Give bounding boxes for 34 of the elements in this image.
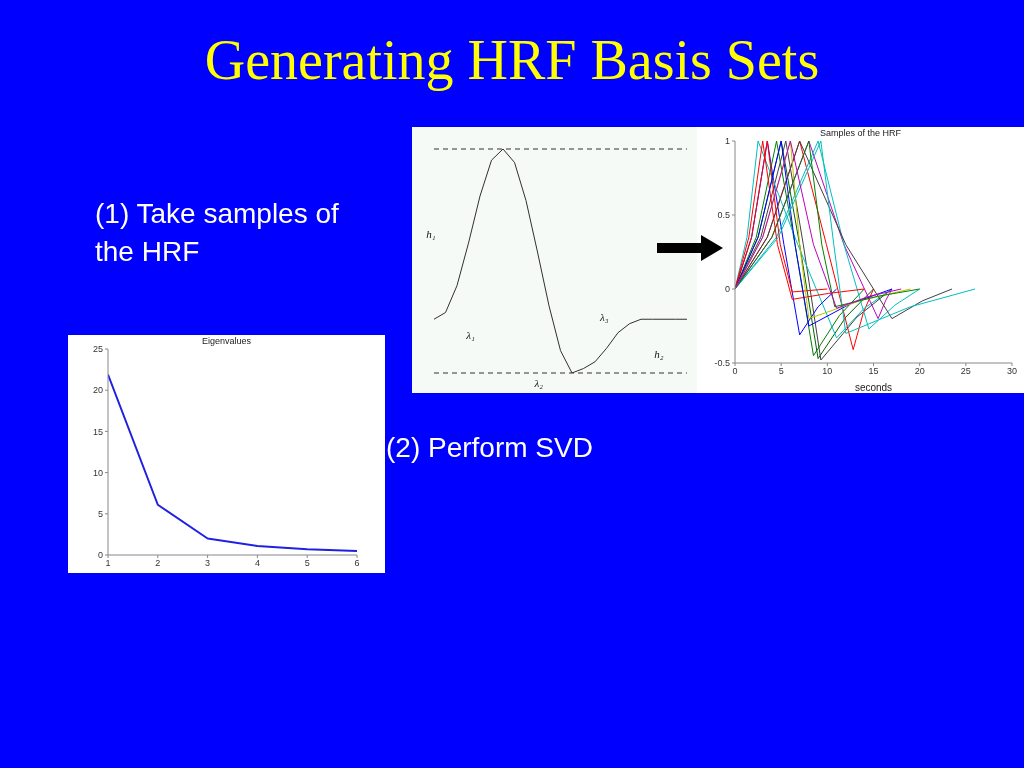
text: Generating HRF Basis Sets [203,28,821,92]
x-tick-label: 5 [778,366,784,377]
x-tick-label: 15 [868,366,879,377]
text: (2) Perform SVD [386,431,594,465]
text: λ₂ [534,377,544,390]
x-tick-label: 4 [254,558,260,569]
x-tick-label: 0 [732,366,738,377]
y-tick-label: 0.5 [717,210,730,221]
y-tick-label: 5 [97,508,103,519]
annotation: h₁ [426,228,436,241]
x-tick-label: 1 [105,558,111,569]
annotation: h₂ [654,347,664,360]
x-tick-label: 25 [960,366,971,377]
y-tick-label: 10 [92,467,103,478]
annotation: λ₁ [466,329,475,342]
x-tick-label: 6 [354,558,360,569]
y-tick-label: -0.5 [714,358,730,369]
x-tick-label: 30 [1006,366,1018,377]
y-tick-label: 20 [92,385,103,396]
x-tick-label: 5 [304,558,310,569]
y-tick-label: 0 [724,284,730,295]
annotation: λ₃ [600,310,609,323]
x-tick-label: 10 [822,366,833,377]
x-tick-label: 2 [155,558,161,569]
y-tick-label: 0 [97,550,103,561]
y-tick-label: 1 [724,136,730,147]
y-tick-label: 25 [92,344,103,355]
chart-title: Eigenvalues [200,336,252,346]
x-tick-label: 3 [205,558,211,569]
y-tick-label: 15 [92,426,103,437]
x-tick-label: 20 [914,366,925,377]
chart-title: Samples of the HRF [819,128,902,138]
text: (1) Take samples of the HRF [95,197,340,269]
x-axis-title: seconds [854,382,893,393]
